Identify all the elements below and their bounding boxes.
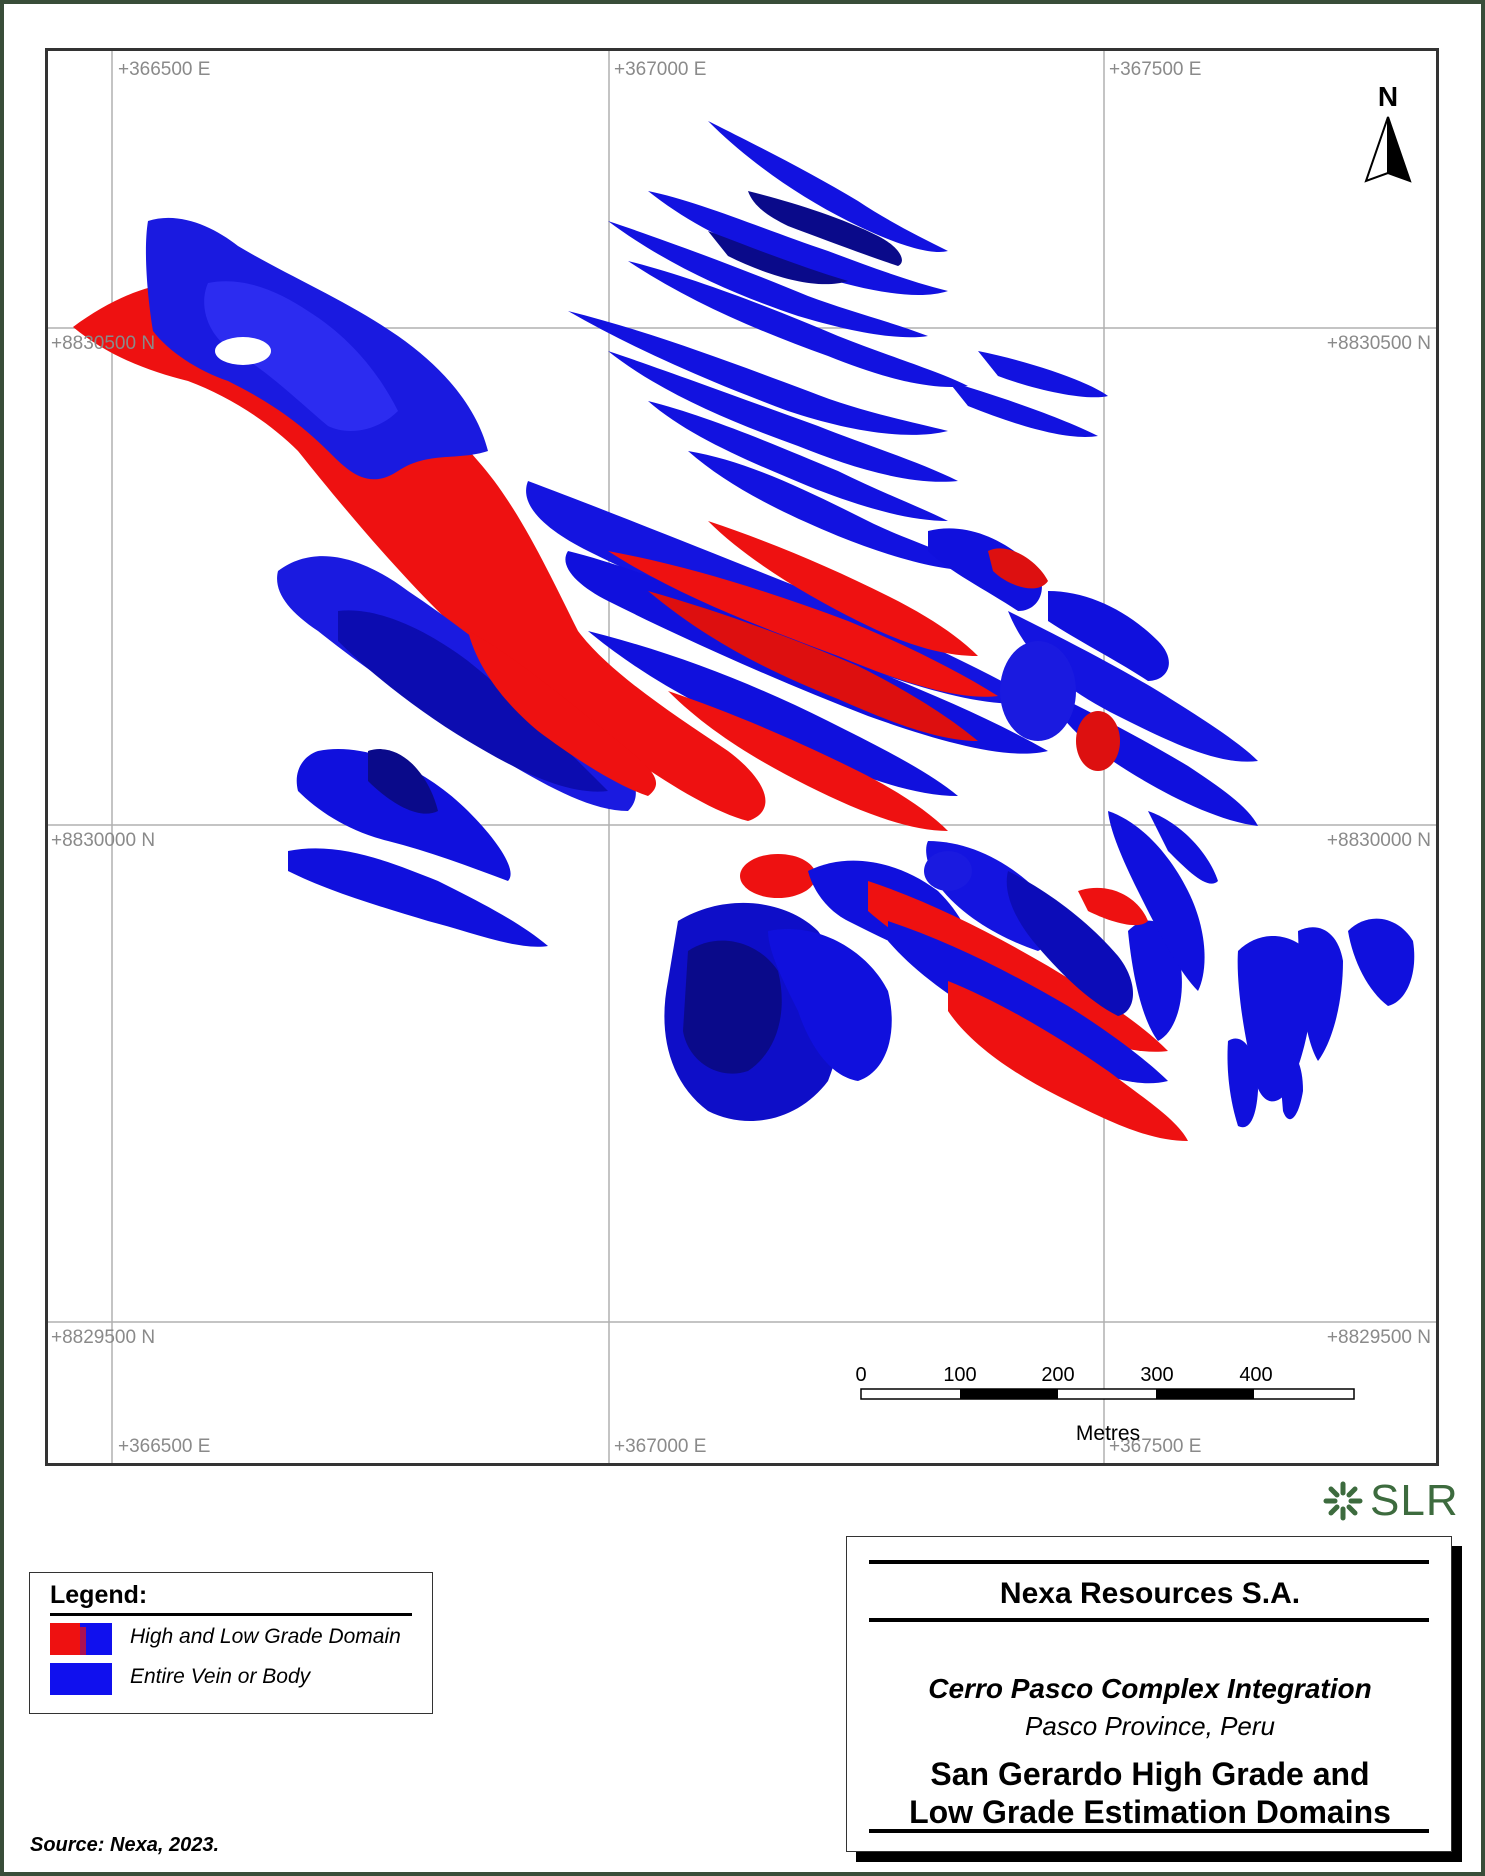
figure-title: San Gerardo High Grade and Low Grade Est… [847,1755,1453,1831]
grid-label-bottom-366500e: +366500 E [118,1436,211,1457]
company-name: Nexa Resources S.A. [999,1577,1301,1610]
grid-label-top-366500e: +366500 E [118,59,211,80]
scale-label-300: 300 [1140,1364,1174,1386]
slr-logo-text: SLR [1370,1476,1459,1525]
slr-logo: SLR [1322,1476,1459,1526]
western-lenses [288,749,548,947]
scale-label-0: 0 [855,1364,867,1386]
legend-label-vein-body: Entire Vein or Body [130,1665,311,1688]
legend: Legend: High and Low Grade Domain Entire… [29,1572,433,1714]
project-location: Pasco Province, Peru [1024,1711,1275,1741]
figure-title-line-2: Low Grade Estimation Domains [909,1794,1391,1830]
legend-divider [50,1613,412,1616]
legend-title: Legend: [50,1581,148,1609]
central-mixed-veins [526,481,1258,831]
map-panel: +366500 E +367000 E +367500 E +366500 E … [45,48,1439,1466]
grid-label-right-8830500n: +8830500 N [1326,333,1431,354]
north-arrow-icon [1364,116,1412,183]
project-name: Cerro Pasco Complex Integration [928,1673,1372,1704]
grid-label-bottom-367000e: +367000 E [614,1436,707,1457]
grid-label-left-8830000n: +8830000 N [51,830,156,851]
scale-bar: 0 100 200 300 400 Metres [848,1364,1408,1445]
map-canvas [48,51,1436,1463]
blue-swatch-icon [50,1663,112,1695]
scale-bar-graphic [860,1388,1355,1400]
grid-label-left-8830500n: +8830500 N [51,333,156,354]
legend-label-high-low-grade: High and Low Grade Domain [130,1625,401,1648]
northern-vein-swarm [568,121,1108,571]
grid-label-right-8829500n: +8829500 N [1326,1327,1431,1348]
main-orebody [73,217,766,821]
grid-label-right-8830000n: +8830000 N [1326,830,1431,851]
north-arrow: N [1358,81,1418,191]
title-block-box: Nexa Resources S.A. Cerro Pasco Complex … [846,1536,1452,1852]
figure-title-line-1: San Gerardo High Grade and [930,1756,1370,1792]
grid-label-top-367000e: +367000 E [614,59,707,80]
grid-label-left-8829500n: +8829500 N [51,1327,156,1348]
red-blue-swatch-icon [50,1623,112,1655]
scale-unit-label: Metres [1075,1422,1141,1445]
scale-label-200: 200 [1041,1364,1075,1386]
title-rule-bottom [869,1829,1429,1833]
scale-label-400: 400 [1239,1364,1273,1386]
north-letter: N [1377,81,1399,112]
title-rule-top [869,1560,1429,1564]
scale-label-100: 100 [943,1364,977,1386]
eastern-vein-swarm [1108,811,1415,1128]
slr-burst-icon [1323,1481,1363,1521]
title-block: Nexa Resources S.A. Cerro Pasco Complex … [846,1536,1462,1862]
source-note: Source: Nexa, 2023. [30,1834,219,1856]
title-rule-middle [869,1618,1429,1622]
grid-label-bottom-367500e: +367500 E [1109,1436,1202,1457]
southern-complex [664,841,1188,1141]
grid-label-top-367500e: +367500 E [1109,59,1202,80]
